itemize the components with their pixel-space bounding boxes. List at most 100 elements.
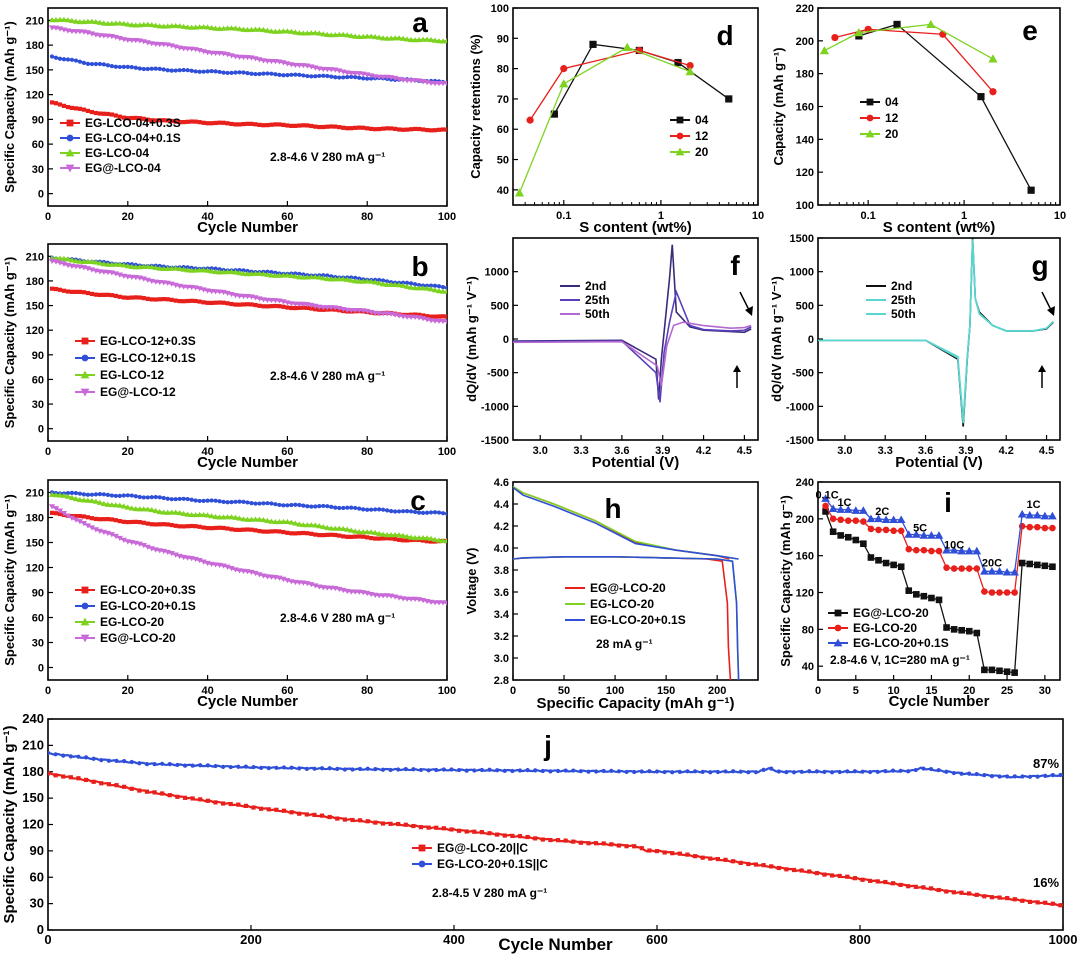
x-tick-label: 0 xyxy=(44,932,51,947)
data-point xyxy=(149,495,154,500)
data-point xyxy=(341,505,346,511)
data-point xyxy=(928,594,935,602)
data-point xyxy=(85,108,90,113)
data-point xyxy=(297,811,302,816)
data-point xyxy=(416,510,422,515)
data-point xyxy=(72,517,80,523)
data-point xyxy=(341,75,346,80)
data-point xyxy=(264,517,271,523)
data-point xyxy=(153,66,158,71)
data-point xyxy=(479,767,485,773)
data-point xyxy=(280,576,287,582)
data-point xyxy=(212,513,219,520)
data-point xyxy=(268,272,275,278)
y-tick-label: 160 xyxy=(796,551,814,563)
data-point xyxy=(65,57,71,62)
data-point xyxy=(950,626,958,633)
data-point xyxy=(60,16,68,22)
data-point xyxy=(440,284,446,290)
data-point xyxy=(525,834,530,840)
data-point xyxy=(99,758,104,763)
data-point xyxy=(321,73,326,78)
data-point xyxy=(418,767,424,773)
y-tick-label: 120 xyxy=(26,563,44,575)
data-point xyxy=(381,278,386,283)
data-point xyxy=(173,119,178,124)
x-tick-label: 400 xyxy=(443,932,465,947)
data-point xyxy=(439,537,447,544)
data-point xyxy=(236,26,243,32)
legend-label: 04 xyxy=(885,95,899,109)
data-point xyxy=(845,874,850,879)
data-point xyxy=(108,532,115,538)
data-point xyxy=(193,524,198,529)
legend-label: 50th xyxy=(585,307,610,321)
data-point xyxy=(285,503,290,508)
data-point xyxy=(229,121,234,127)
data-point xyxy=(249,302,254,307)
y-tick-label: 120 xyxy=(26,325,44,337)
data-point xyxy=(365,819,370,824)
data-point xyxy=(502,768,507,773)
data-point xyxy=(928,886,934,891)
legend-label: EG-LCO-20+0.1S||C xyxy=(437,857,548,871)
data-point xyxy=(236,764,241,769)
data-point xyxy=(860,769,865,774)
legend-label: EG@-LCO-20 xyxy=(853,606,929,620)
data-point xyxy=(184,284,191,290)
data-point xyxy=(165,496,170,501)
data-point xyxy=(384,532,391,538)
y-tick-label: 3.0 xyxy=(494,653,509,665)
data-point xyxy=(152,790,157,795)
data-point xyxy=(221,499,226,505)
y-tick-label: -1000 xyxy=(481,401,509,413)
data-point xyxy=(431,81,439,87)
data-point xyxy=(1050,901,1055,906)
data-point xyxy=(173,497,178,502)
data-point xyxy=(285,73,290,78)
data-point xyxy=(639,846,644,851)
data-point xyxy=(198,797,203,802)
y-tick-label: 40 xyxy=(497,185,509,197)
x-tick-label: 20 xyxy=(122,211,134,223)
data-point xyxy=(76,754,81,759)
data-point xyxy=(944,769,949,774)
data-point xyxy=(289,531,294,536)
data-point xyxy=(384,35,391,41)
y-tick-label: 500 xyxy=(491,300,509,312)
data-point xyxy=(882,526,890,534)
x-tick-label: 80 xyxy=(361,685,373,697)
data-point xyxy=(97,517,102,522)
data-point xyxy=(1049,563,1056,571)
data-point xyxy=(152,264,159,271)
data-point xyxy=(269,122,274,127)
data-point xyxy=(148,21,155,28)
x-tick-label: 4.2 xyxy=(999,445,1014,457)
y-tick-label: 0 xyxy=(38,663,44,675)
data-point xyxy=(69,105,75,111)
data-point xyxy=(337,75,342,80)
data-point xyxy=(365,126,370,131)
data-point xyxy=(1025,510,1035,519)
data-point xyxy=(407,596,415,602)
data-point xyxy=(249,527,254,532)
data-point xyxy=(329,532,334,537)
data-point xyxy=(177,299,182,304)
data-point xyxy=(301,123,306,128)
data-point xyxy=(137,116,142,121)
data-point xyxy=(377,277,382,283)
data-point xyxy=(654,848,660,854)
data-point xyxy=(807,769,812,774)
y-tick-label: 60 xyxy=(32,613,44,625)
data-point xyxy=(184,46,191,52)
data-point xyxy=(700,769,705,774)
data-point xyxy=(185,298,190,304)
data-point xyxy=(137,788,142,793)
data-point xyxy=(1005,774,1010,779)
data-point xyxy=(200,267,207,273)
data-point xyxy=(319,766,325,771)
data-point xyxy=(201,525,206,530)
data-point xyxy=(261,529,266,534)
data-point xyxy=(232,25,239,31)
data-point xyxy=(237,122,242,127)
